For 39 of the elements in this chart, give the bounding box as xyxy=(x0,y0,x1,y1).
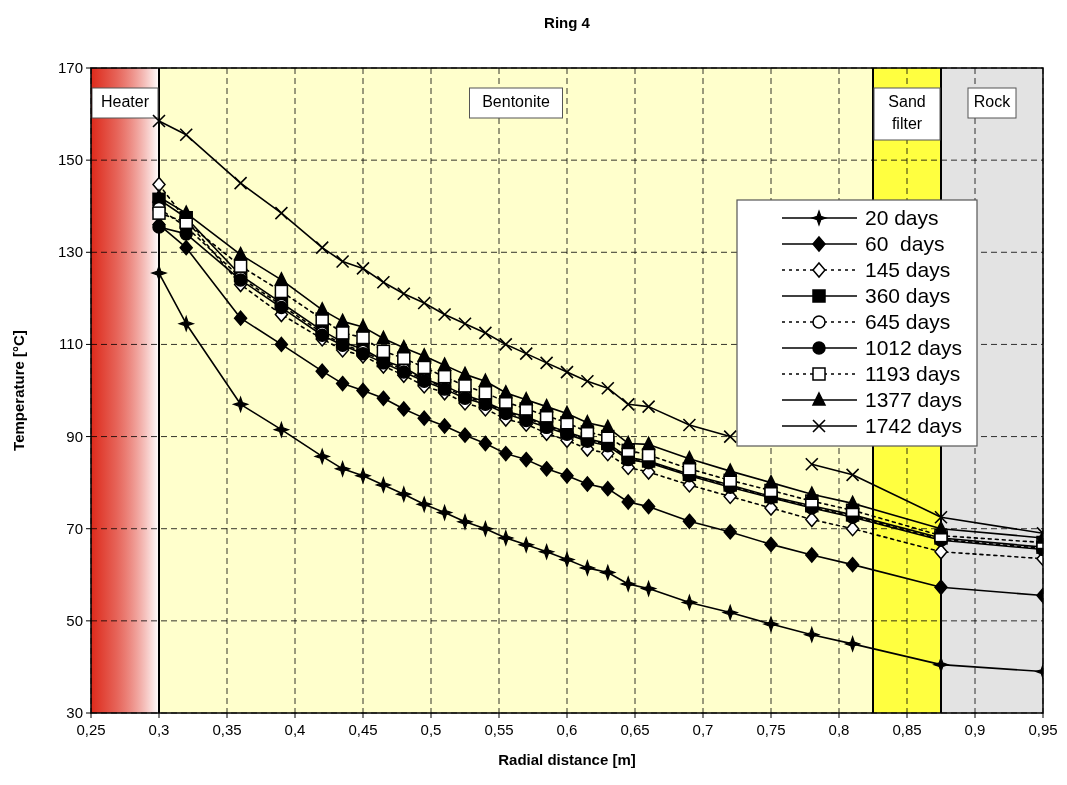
legend-label: 360 days xyxy=(865,284,951,307)
x-axis-title: Radial distance [m] xyxy=(498,751,636,768)
x-tick-label: 0,7 xyxy=(692,721,714,738)
band-label: Heater xyxy=(100,93,150,110)
y-tick-label: 70 xyxy=(66,519,83,537)
band-label: Sand filter xyxy=(888,93,926,132)
legend-label: 1742 days xyxy=(865,414,962,437)
x-tick-label: 0,3 xyxy=(148,721,170,738)
legend-label: 1012 days xyxy=(865,336,962,359)
y-axis-title: Temperature [°C] xyxy=(10,330,27,451)
x-tick-label: 0,35 xyxy=(212,721,242,738)
x-tick-label: 0,8 xyxy=(828,721,850,738)
x-tick-label: 0,55 xyxy=(484,721,514,738)
y-tick-label: 110 xyxy=(59,335,83,353)
x-tick-label: 0,25 xyxy=(76,721,106,738)
band-label: Bentonite xyxy=(482,93,550,110)
legend-label: 145 days xyxy=(865,258,951,281)
x-tick-label: 0,6 xyxy=(556,721,578,738)
band-label: Rock xyxy=(973,93,1012,110)
legend-label: 1377 days xyxy=(865,388,962,411)
x-tick-label: 0,5 xyxy=(420,721,442,738)
legend-label: 645 days xyxy=(865,310,951,333)
y-tick-label: 130 xyxy=(57,243,83,261)
x-tick-label: 0,95 xyxy=(1028,721,1058,738)
y-tick-label: 50 xyxy=(66,611,83,629)
x-tick-label: 0,85 xyxy=(892,721,922,738)
x-tick-label: 0,45 xyxy=(348,721,378,738)
y-tick-label: 30 xyxy=(66,704,83,721)
legend-label: 60 days xyxy=(865,232,945,255)
x-tick-label: 0,4 xyxy=(284,721,306,738)
legend-label: 1193 days xyxy=(865,362,961,385)
y-tick-label: 150 xyxy=(57,151,83,169)
y-tick-label: 90 xyxy=(66,427,83,445)
legend-label: 20 days xyxy=(865,206,939,229)
x-tick-label: 0,75 xyxy=(756,721,786,738)
y-tick-label: 170 xyxy=(57,59,83,76)
x-tick-label: 0,9 xyxy=(964,721,986,738)
x-tick-label: 0,65 xyxy=(620,721,650,738)
chart-title: Ring 4 xyxy=(544,14,591,31)
